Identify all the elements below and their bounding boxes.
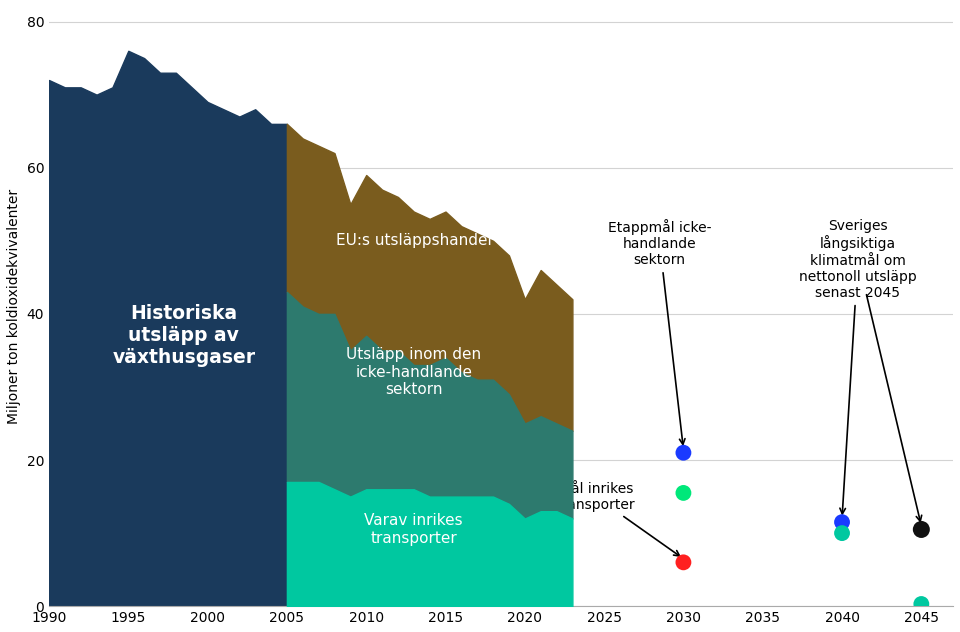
Text: Historiska
utsläpp av
växthusgaser: Historiska utsläpp av växthusgaser: [112, 304, 255, 367]
Point: [914, 599, 929, 609]
Point: [834, 517, 850, 527]
Point: [676, 447, 691, 458]
Point: [676, 488, 691, 498]
Point: [834, 528, 850, 538]
Point: [914, 525, 929, 535]
Text: Etappmål icke-
handlande
sektorn: Etappmål icke- handlande sektorn: [608, 219, 711, 444]
Y-axis label: Miljoner ton koldioxidekvivalenter: Miljoner ton koldioxidekvivalenter: [7, 189, 21, 424]
Text: Mål inrikes
transporter: Mål inrikes transporter: [557, 482, 680, 556]
Point: [676, 557, 691, 568]
Text: Sveriges
långsiktiga
klimatmål om
nettonoll utsläpp
senast 2045: Sveriges långsiktiga klimatmål om netton…: [799, 219, 917, 514]
Text: Utsläpp inom den
icke-handlande
sektorn: Utsläpp inom den icke-handlande sektorn: [347, 348, 481, 398]
Text: EU:s utsläppshandel: EU:s utsläppshandel: [336, 233, 492, 248]
Text: Varav inrikes
transporter: Varav inrikes transporter: [365, 513, 463, 545]
